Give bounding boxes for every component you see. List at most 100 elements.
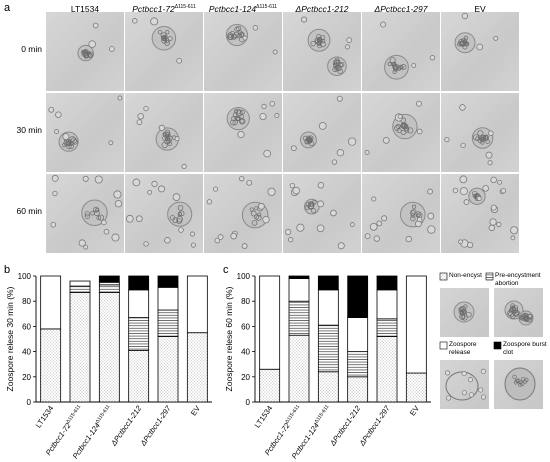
chart-c-bar-6-seg-3 [405,275,427,374]
micrograph-r3-c5 [362,174,440,253]
chart-b-bar-5-seg-1 [157,336,179,403]
chart-b-bar-4-seg-3 [128,289,150,318]
chart-b-ytick-label-80: 80 [22,297,31,306]
legend-pre-encystment: Pre-encystment abortion [495,272,541,287]
micrograph-r1-c2 [125,12,203,91]
chart-c-bar-4-seg-1 [347,376,369,403]
micrograph-r3-c3 [204,174,282,253]
column-header-6: EV [474,4,486,14]
chart-c-bar-5-seg-3 [376,289,398,320]
column-header-1: LT1534 [70,4,100,14]
chart-b-xtick-label-5: ΔPctbcc1-297 [138,403,173,448]
micrograph-r3-c1 [46,174,124,253]
chart-b-xtick-label-1: LT1534 [34,404,56,430]
chart-c-ytick-label-40: 40 [241,348,250,357]
micrograph-r2-c1 [46,93,124,172]
micrograph-r2-c3 [204,93,282,172]
chart-c-ylabel: Zoospore relese 60 min (%) [224,286,234,391]
chart-b-bar-2-seg-3 [69,280,91,287]
chart-c-bar-5-seg-1 [376,336,398,403]
thumbnail-burst [494,360,543,409]
chart-c-bar-3-seg-2 [317,324,339,373]
chart-b-bar-2-seg-1 [69,291,91,403]
micrograph-r1-c5 [362,12,440,91]
micrograph-r1-c3 [204,12,282,91]
micrograph-r1-c4 [283,12,361,91]
row-label-2: 30 min [16,125,42,135]
column-header-2: Pctbcc1-72Δ115-611 [132,4,196,14]
micrograph-r2-c5 [362,93,440,172]
panel-a-letter: a [4,2,11,14]
chart-c-bar-3-seg-1 [317,371,339,403]
chart-b-ytick-label-40: 40 [22,348,31,357]
legend-swatch-release [439,341,448,350]
micrograph-r2-c2 [125,93,203,172]
chart-c-bar-3-seg-4 [317,275,339,291]
chart-c-xtick-label-6: EV [408,404,421,417]
chart-b-bar-4-seg-4 [128,275,150,291]
chart-c-bar-4-seg-3 [347,317,369,353]
chart-b-bar-3-seg-1 [98,291,120,403]
chart-b-bar-4-seg-2 [128,317,150,351]
chart-b-ytick-label-20: 20 [22,373,31,382]
chart-b-bar-5-seg-3 [157,286,179,311]
chart-b-bar-4-seg-1 [128,349,150,403]
chart-b-bar-2-seg-2 [69,285,91,293]
chart-c-ytick-label-80: 80 [241,297,250,306]
chart-c-xtick-label-1: LT1534 [253,404,275,430]
chart-c-xtick-label-5: ΔPctbcc1-297 [357,403,392,448]
micrograph-r2-c6 [441,93,519,172]
chart-b-ytick-label-0: 0 [27,398,32,407]
chart-c-bar-3-seg-3 [317,289,339,326]
chart-b-bar-1-seg-1 [40,328,62,403]
chart-c-ytick-label-60: 60 [241,322,250,331]
legend-swatch-non-encyst [439,272,448,281]
micrograph-r1-c6 [441,12,519,91]
legend-swatch-burst [493,341,502,350]
micrograph-r3-c6 [441,174,519,253]
micrograph-r2-c4 [283,93,361,172]
chart-b-ylabel: Zoospore relese 30 min (%) [5,286,15,391]
chart-b-bar-1-seg-3 [40,275,62,330]
micrograph-r1-c1 [46,12,124,91]
thumbnail-release [440,360,489,409]
legend-swatch-pre-encystment [485,272,494,281]
thumbnail-non-encyst [440,288,489,337]
chart-c-bar-4-seg-4 [347,275,369,318]
chart-c-ytick-label-0: 0 [246,398,251,407]
chart-b-bar-5-seg-4 [157,275,179,288]
panel-c-letter: c [223,264,229,276]
chart-c-bar-2-seg-4 [288,275,310,279]
column-header-3: Pctbcc1-124Δ115-611 [208,4,278,14]
chart-b-bar-6-seg-1 [186,332,208,403]
legend-zoospore-burst: Zoospore burst clot [503,341,547,356]
chart-c-bar-2-seg-2 [288,300,310,336]
chart-b-ytick-label-60: 60 [22,322,31,331]
chart-b-bar-3-seg-2 [98,284,120,293]
micrograph-r3-c2 [125,174,203,253]
chart-b-xtick-label-6: EV [189,404,202,417]
chart-c-bar-4-seg-2 [347,351,369,378]
chart-b-bar-5-seg-2 [157,309,179,337]
chart-c-bar-1-seg-1 [259,368,281,403]
chart-c-bar-5-seg-4 [376,275,398,291]
row-label-1: 0 min [21,44,42,54]
chart-c-ytick-label-20: 20 [241,373,250,382]
legend-non-encyst: Non-encyst [449,272,482,279]
chart-c-ytick-label-100: 100 [237,272,251,281]
chart-c-bar-2-seg-1 [288,334,310,403]
column-header-5: ΔPctbcc1-297 [374,4,428,14]
legend-zoospore-release: Zoospore release [449,341,477,356]
chart-b-bar-3-seg-4 [98,275,120,283]
micrograph-r3-c4 [283,174,361,253]
chart-c-bar-1-seg-3 [259,275,281,370]
panel-b-letter: b [4,264,11,276]
column-header-4: ΔPctbcc1-212 [295,4,349,14]
chart-b-ytick-label-100: 100 [18,272,32,281]
chart-c-bar-5-seg-2 [376,318,398,337]
chart-c-bar-2-seg-3 [288,278,310,302]
chart-c-bar-6-seg-1 [405,372,427,403]
thumbnail-pre-encystment [494,288,543,337]
